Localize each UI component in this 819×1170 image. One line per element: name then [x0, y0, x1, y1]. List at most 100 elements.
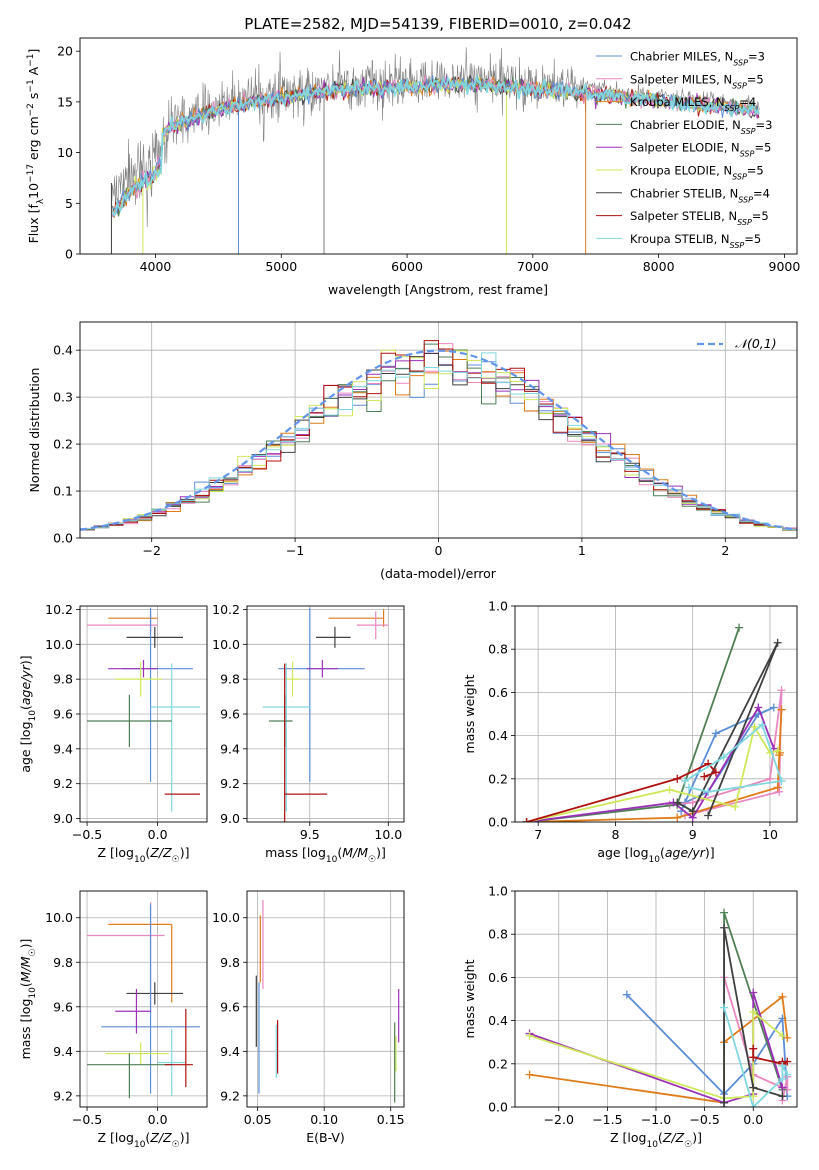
x-tick-label: 7000 — [517, 259, 549, 274]
mass-age-panel: 9.5 10.0 9.0 9.2 9.4 9.6 9.8 10.0 10.2 mass [log1… — [212, 602, 405, 865]
x-axis-label: Z [log10(Z/Z☉)] — [610, 1130, 702, 1150]
x-tick-label: 8000 — [643, 259, 675, 274]
y-tick-label: 0.3 — [53, 390, 73, 405]
figure-title: PLATE=2582, MJD=54139, FIBERID=0010, z=0… — [244, 15, 631, 33]
weight-marker-salpeter_stelib — [711, 768, 720, 777]
y-tick-label: 9.2 — [220, 776, 240, 791]
x-axis-label: mass [log10(M/M☉)] — [265, 845, 386, 865]
y-axis-label: mass weight — [462, 959, 477, 1038]
weight-line-chabrier_miles — [680, 706, 775, 812]
y-axis-label: mass [log10(M/M☉)] — [18, 939, 38, 1060]
weight-marker-chabrier_stelib — [778, 1092, 787, 1101]
x-tick-label: −1 — [286, 543, 304, 558]
weight-marker-kroupa_miles — [525, 1070, 534, 1079]
z-age-panel: −0.5 0.0 9.0 9.2 9.4 9.6 9.8 10.0 10.2 Z [log10(Z… — [18, 602, 208, 865]
y-tick-label: 1.0 — [488, 599, 508, 614]
y-tick-label: 0.6 — [488, 685, 508, 700]
x-axis-label: Z [log10(Z/Z☉)] — [98, 1130, 190, 1150]
y-tick-label: 9.6 — [220, 707, 240, 722]
legend-label: Chabrier MILES, NSSP=3 — [630, 50, 765, 68]
weight-line-kroupa_stelib — [684, 723, 783, 793]
y-tick-label: 9.2 — [53, 1088, 73, 1103]
model-fit-line-chabrier_miles — [112, 75, 760, 214]
weight-marker-chabrier_stelib — [688, 807, 697, 816]
legend-label: Chabrier ELODIE, NSSP=3 — [630, 118, 772, 136]
weight-marker-chabrier_stelib — [720, 1098, 729, 1107]
y-tick-label: 9.6 — [220, 999, 240, 1014]
weight-marker-chabrier_miles — [769, 703, 778, 712]
y-tick-label: 9.6 — [53, 999, 73, 1014]
weight-marker-salpeter_stelib — [749, 1044, 758, 1053]
x-tick-label: −1.0 — [641, 1112, 671, 1127]
weight-line-salpeter_miles — [669, 690, 783, 817]
axes-frame — [79, 37, 798, 255]
y-tick-label: 9.8 — [53, 955, 73, 970]
y-tick-label: 9.8 — [220, 672, 240, 687]
weight-marker-kroupa_stelib — [749, 1103, 758, 1107]
weight-marker-salpeter_elodie — [778, 1083, 787, 1092]
spectrum-panel: 4000 5000 6000 7000 8000 9000 0 5 10 15 20 Chabrier… — [26, 37, 801, 297]
z-mass-panel: −0.5 0.0 9.2 9.4 9.6 9.8 10.0 Z [log10(Z/Z☉)] ma… — [18, 890, 208, 1150]
plot-area — [80, 340, 797, 531]
x-tick-label: −0.5 — [689, 1112, 719, 1127]
y-tick-label: 5 — [65, 196, 73, 211]
weight-marker-kroupa_stelib — [778, 1074, 787, 1083]
weight-marker-kroupa_stelib — [777, 776, 786, 785]
plot-area — [522, 623, 786, 822]
y-tick-label: 10.0 — [45, 910, 73, 925]
y-tick-label: 0.4 — [488, 728, 508, 743]
y-tick-label: 0.0 — [53, 531, 73, 546]
x-tick-label: 9 — [689, 827, 697, 842]
weight-marker-kroupa_elodie — [773, 746, 782, 755]
y-tick-label: 0.0 — [488, 1100, 508, 1115]
x-tick-label: 5000 — [265, 259, 297, 274]
x-tick-label: −0.5 — [72, 827, 102, 842]
y-tick-label: 0.2 — [53, 437, 73, 452]
y-tick-label: 9.2 — [53, 776, 73, 791]
x-tick-label: 0.0 — [148, 827, 168, 842]
y-tick-label: 0.0 — [488, 815, 508, 830]
x-tick-label: −1.5 — [592, 1112, 622, 1127]
y-axis-label: Flux [fλ10−17 erg cm−2 s−1 A−1] — [26, 49, 46, 244]
y-tick-label: 20 — [57, 44, 73, 59]
age-weight-panel: 7 8 9 10 0.0 0.2 0.4 0.6 0.8 1.0 age [log10(age/yr… — [462, 599, 798, 865]
x-tick-label: 6000 — [391, 259, 423, 274]
y-tick-label: 0.6 — [488, 970, 508, 985]
x-tick-label: 9000 — [769, 259, 801, 274]
x-tick-label: −2 — [142, 543, 160, 558]
weight-marker-chabrier_elodie — [735, 623, 744, 632]
y-axis-label: mass weight — [462, 674, 477, 753]
weight-marker-kroupa_stelib — [684, 783, 693, 792]
weight-marker-kroupa_stelib — [704, 787, 713, 796]
x-tick-label: 1 — [578, 543, 586, 558]
y-tick-label: 9.2 — [220, 1088, 240, 1103]
y-tick-label: 9.0 — [53, 811, 73, 826]
x-axis-label: age [log10(age/yr)] — [597, 845, 714, 865]
y-tick-label: 10.0 — [212, 910, 240, 925]
legend-label: Kroupa STELIB, NSSP=5 — [630, 232, 761, 250]
plot-area — [110, 47, 760, 254]
x-tick-label: 0.15 — [377, 1112, 405, 1127]
x-axis-label: (data-model)/error — [380, 566, 497, 581]
x-tick-label: 4000 — [140, 259, 172, 274]
legend-label: 𝒩(0,1) — [735, 336, 777, 351]
y-axis-label: age [log10(age/yr)] — [18, 655, 38, 772]
weight-marker-salpeter_miles — [775, 787, 784, 796]
weight-line-kroupa_miles — [529, 995, 789, 1104]
y-tick-label: 1.0 — [488, 884, 508, 899]
weight-marker-chabrier_stelib — [773, 638, 782, 647]
weight-marker-kroupa_elodie — [750, 722, 759, 731]
plot-area — [87, 607, 200, 812]
x-axis-label: wavelength [Angstrom, rest frame] — [328, 282, 548, 297]
y-tick-label: 10.2 — [45, 602, 73, 617]
axes-frame — [514, 890, 798, 1108]
x-axis-label: Z [log10(Z/Z☉)] — [98, 845, 190, 865]
axes-frame — [79, 605, 208, 823]
weight-marker-salpeter_stelib — [522, 818, 531, 822]
weight-marker-chabrier_stelib — [720, 923, 729, 932]
y-tick-label: 0.1 — [53, 484, 73, 499]
legend-label: Salpeter MILES, NSSP=5 — [630, 72, 764, 90]
y-tick-label: 10.0 — [45, 637, 73, 652]
y-tick-label: 9.8 — [220, 955, 240, 970]
legend-label: Salpeter ELODIE, NSSP=5 — [630, 141, 771, 159]
